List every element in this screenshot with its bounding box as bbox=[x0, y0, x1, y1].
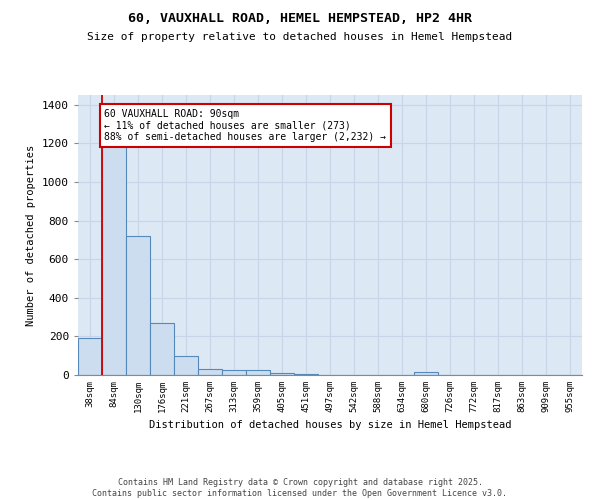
Text: Contains HM Land Registry data © Crown copyright and database right 2025.
Contai: Contains HM Land Registry data © Crown c… bbox=[92, 478, 508, 498]
Text: 60 VAUXHALL ROAD: 90sqm
← 11% of detached houses are smaller (273)
88% of semi-d: 60 VAUXHALL ROAD: 90sqm ← 11% of detache… bbox=[104, 108, 386, 142]
Bar bbox=[246, 370, 270, 375]
Bar bbox=[198, 369, 222, 375]
Bar bbox=[78, 338, 102, 375]
Text: Size of property relative to detached houses in Hemel Hempstead: Size of property relative to detached ho… bbox=[88, 32, 512, 42]
Bar bbox=[294, 374, 318, 375]
Bar bbox=[102, 140, 126, 375]
Bar bbox=[126, 236, 150, 375]
Bar bbox=[222, 370, 246, 375]
Bar bbox=[414, 372, 438, 375]
Text: 60, VAUXHALL ROAD, HEMEL HEMPSTEAD, HP2 4HR: 60, VAUXHALL ROAD, HEMEL HEMPSTEAD, HP2 … bbox=[128, 12, 472, 26]
X-axis label: Distribution of detached houses by size in Hemel Hempstead: Distribution of detached houses by size … bbox=[149, 420, 511, 430]
Y-axis label: Number of detached properties: Number of detached properties bbox=[26, 144, 37, 326]
Bar bbox=[270, 374, 294, 375]
Bar bbox=[150, 323, 174, 375]
Bar bbox=[174, 356, 198, 375]
